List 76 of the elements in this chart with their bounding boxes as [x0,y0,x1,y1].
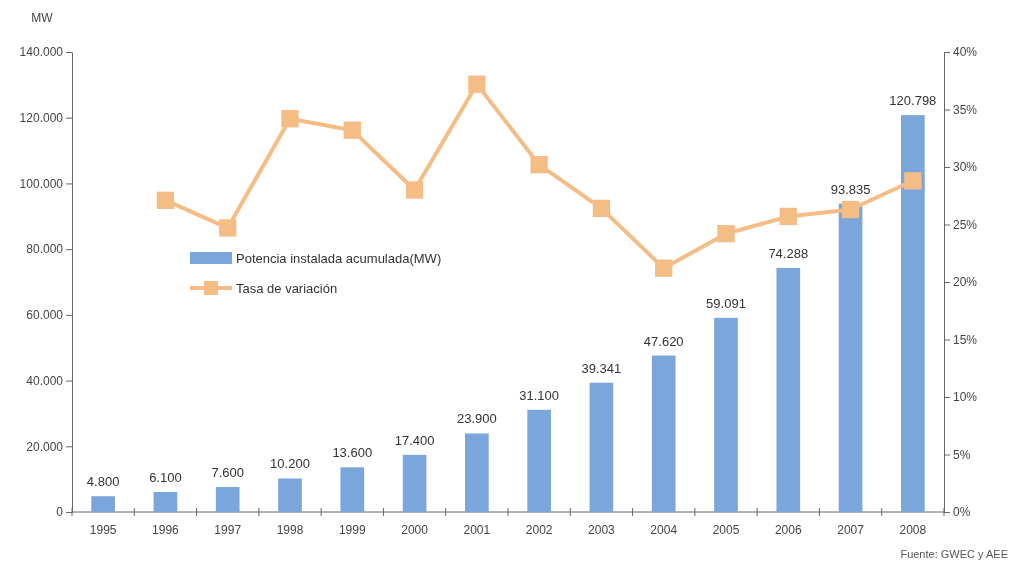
text: 47.620 [643,333,684,349]
point [219,219,237,237]
y-tick-label: 100.000 [19,176,64,191]
y-tick-label: 120.000 [19,111,64,126]
bar [91,496,115,512]
bar [153,491,178,512]
bar [714,317,738,512]
y2-tick-label: 10% [953,390,978,405]
point [717,225,735,243]
point [779,207,797,226]
bar [340,467,365,512]
y2-tick-label: 35% [953,102,978,117]
text: 4.800 [86,474,120,490]
x-tick-label: 1995 [89,523,117,537]
y-tick-label: 140.000 [19,45,64,60]
x-tick-label: 1996 [152,523,180,537]
bar [589,382,614,512]
x-tick-label: 2002 [525,523,553,537]
x-tick-label: 2000 [401,523,429,537]
point [592,199,611,218]
bar [278,478,302,512]
y-tick-label: 0 [56,505,64,520]
point [841,200,860,219]
x-tick-label: 2003 [588,523,616,537]
y-tick-label: 20.000 [26,439,64,454]
y2-tick-label: 15% [953,332,978,347]
point [655,259,673,277]
y-tick-label: 40.000 [26,373,64,388]
legend-label: Potencia instalada acumulada(MW) [236,251,442,266]
text: 10.200 [270,456,310,472]
text: 17.400 [394,432,435,448]
text: 120.798 [889,93,937,109]
y2-tick-label: 0% [953,505,971,520]
bar [901,115,925,512]
x-tick-label: 1997 [214,523,242,537]
text: 6.100 [149,469,182,485]
point [530,156,548,174]
text: 74.288 [768,245,809,261]
text: 23.900 [456,411,497,427]
bar [651,355,676,512]
x-tick-label: 2008 [899,523,927,537]
y-tick-label: 80.000 [26,242,64,257]
point [343,121,361,139]
x-tick-label: 2007 [837,523,865,537]
point [468,75,486,93]
y-axis-title: MW [31,11,54,25]
y2-tick-label: 25% [953,217,978,232]
bar [215,487,240,512]
text: 93.835 [830,181,871,197]
y2-tick-label: 20% [953,275,978,290]
y2-tick-label: 5% [953,447,971,462]
bar [402,454,427,512]
point [156,191,175,210]
legend-label: Tasa de variación [236,281,338,296]
text: 39.341 [581,360,622,376]
y-tick-label: 60.000 [26,308,64,323]
point [405,181,424,199]
text: 13.600 [332,445,373,461]
text: 7.600 [211,465,244,481]
y2-tick-label: 30% [953,160,978,175]
source-note: Fuente: GWEC y AEE [900,548,1008,560]
x-tick-label: 2001 [463,523,491,537]
text: 59.091 [706,295,746,311]
point [281,110,299,128]
bar [776,267,801,512]
x-tick-label: 2005 [712,523,740,537]
bar [838,203,863,512]
point [904,172,922,190]
x-tick-label: 1999 [338,523,366,537]
x-tick-label: 2004 [650,523,678,537]
bar [465,433,489,512]
text: 31.100 [519,387,560,403]
y2-tick-label: 40% [953,45,978,60]
x-tick-label: 2006 [774,523,802,537]
bar [527,409,551,512]
x-tick-label: 1998 [276,523,304,537]
